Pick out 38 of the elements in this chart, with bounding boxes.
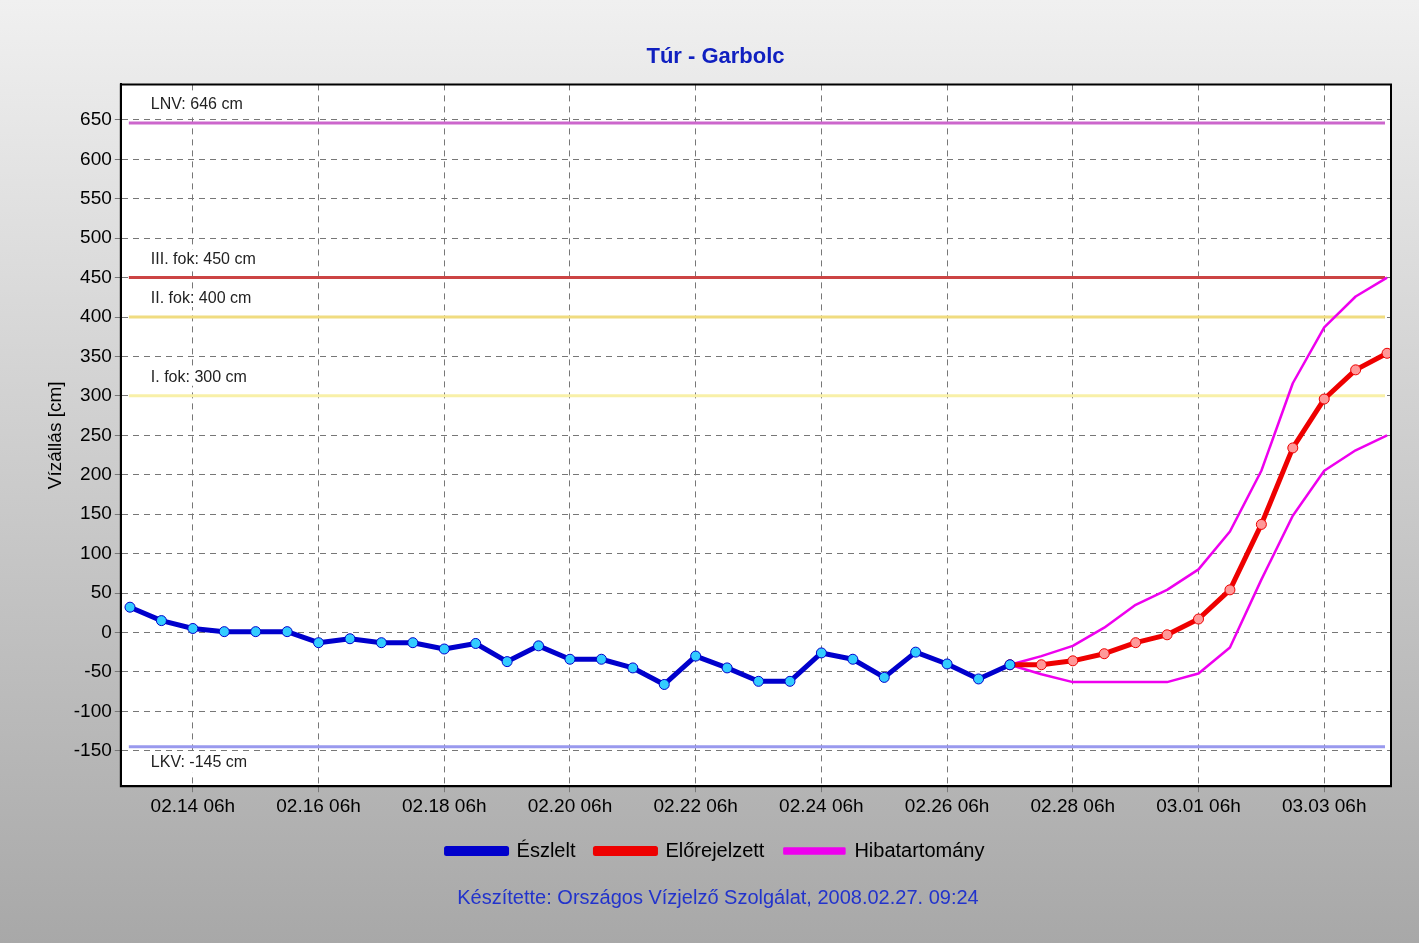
x-tick-label: 02.20 06h	[527, 794, 613, 816]
text: Készítette: Országos Vízjelző Szolgálat, 2008.02.27. 09:24	[457, 885, 979, 908]
x-tick-label: 02.18 06h	[402, 794, 487, 816]
y-tick-label: 450	[80, 265, 112, 287]
y-tick-label: 150	[80, 502, 112, 524]
x-tick-label: 02.16 06h	[276, 794, 361, 816]
x-tick-label: 03.01 06h	[1156, 794, 1241, 816]
y-tick-label: 500	[80, 226, 112, 248]
ref-line-label: II. fok: 400 cm	[150, 289, 252, 307]
y-tick-label: 550	[80, 186, 112, 208]
y-tick-label: 300	[80, 384, 112, 406]
ref-line-label: III. fok: 450 cm	[150, 250, 256, 267]
y-tick-label: 350	[80, 344, 112, 366]
y-tick-label: 250	[80, 423, 112, 445]
x-tick-label: 02.26 06h	[904, 794, 990, 816]
y-tick-label: 600	[80, 147, 112, 169]
x-tick-label: 02.28 06h	[1030, 794, 1116, 816]
legend-label: Hibatartomány	[854, 838, 985, 861]
x-tick-label: 02.22 06h	[653, 794, 738, 816]
y-tick-label: -100	[73, 699, 112, 721]
y-tick-label: -50	[84, 660, 112, 682]
y-tick-label: 0	[101, 620, 112, 642]
y-tick-label: 50	[90, 581, 112, 603]
x-tick-label: 03.03 06h	[1281, 794, 1367, 816]
x-tick-label: 02.24 06h	[779, 794, 864, 816]
ref-line-label: LNV: 646 cm	[150, 95, 243, 113]
legend-label: Észlelt	[516, 838, 576, 861]
y-tick-label: 400	[80, 305, 112, 327]
chart-title: Túr - Garbolc	[646, 43, 785, 69]
x-tick-label: 02.14 06h	[150, 794, 236, 816]
ref-line-label: LKV: -145 cm	[150, 753, 248, 771]
y-tick-label: -150	[73, 738, 112, 760]
y-tick-label: 650	[80, 108, 112, 130]
legend-label: Előrejelzett	[665, 838, 765, 861]
y-tick-label: 100	[80, 541, 112, 563]
y-tick-label: 200	[80, 462, 112, 484]
ref-line-label: I. fok: 300 cm	[150, 368, 247, 386]
y-axis-title: Vízállás [cm]	[43, 381, 65, 490]
